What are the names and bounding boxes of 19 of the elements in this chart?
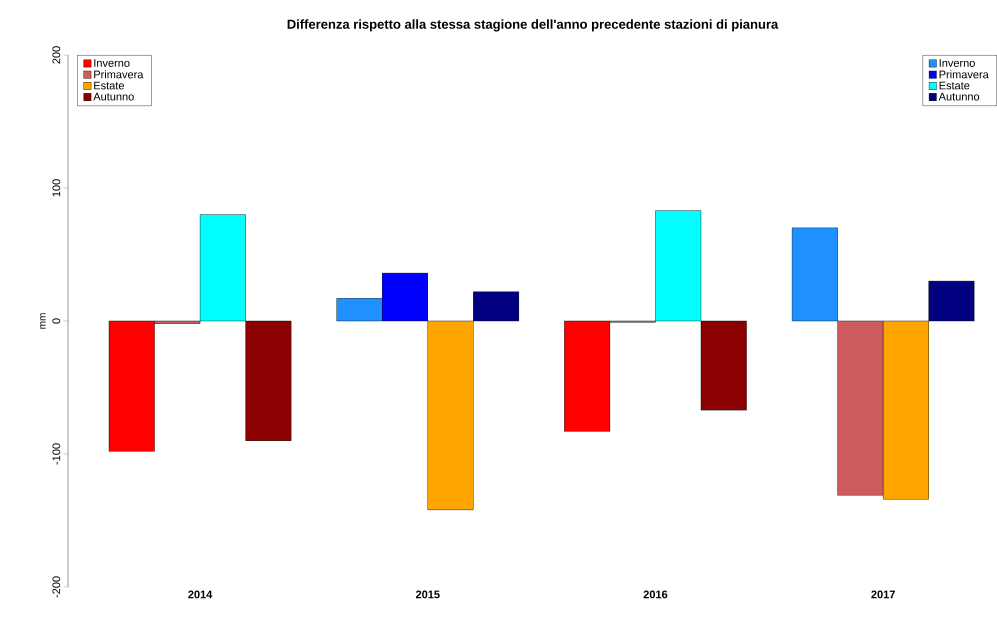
y-tick-label: 200	[52, 46, 60, 64]
x-tick-label: 2014	[188, 590, 212, 598]
y-tick-label: -200	[52, 576, 60, 598]
legend-label: Primavera	[940, 70, 989, 78]
x-tick-label: 2017	[871, 590, 895, 598]
legend-label: Inverno	[94, 59, 130, 67]
legend-label: Autunno	[938, 92, 980, 100]
y-tick-label: 100	[52, 179, 60, 196]
y-tick-label: 0	[52, 318, 60, 324]
legend-label: Estate	[940, 82, 970, 90]
y-axis-title: mm	[40, 313, 46, 329]
legend-label: Autunno	[93, 92, 134, 100]
x-tick-label: 2016	[644, 590, 668, 598]
x-tick-label: 2015	[416, 590, 440, 598]
legend-label: Primavera	[94, 70, 144, 78]
chart-title: Differenza rispetto alla stessa stagione dell'anno precedente stazioni di pianura	[288, 19, 778, 32]
legend-label: Estate	[94, 82, 124, 90]
y-tick-label: -100	[52, 443, 60, 465]
legend-label: Inverno	[940, 59, 975, 67]
